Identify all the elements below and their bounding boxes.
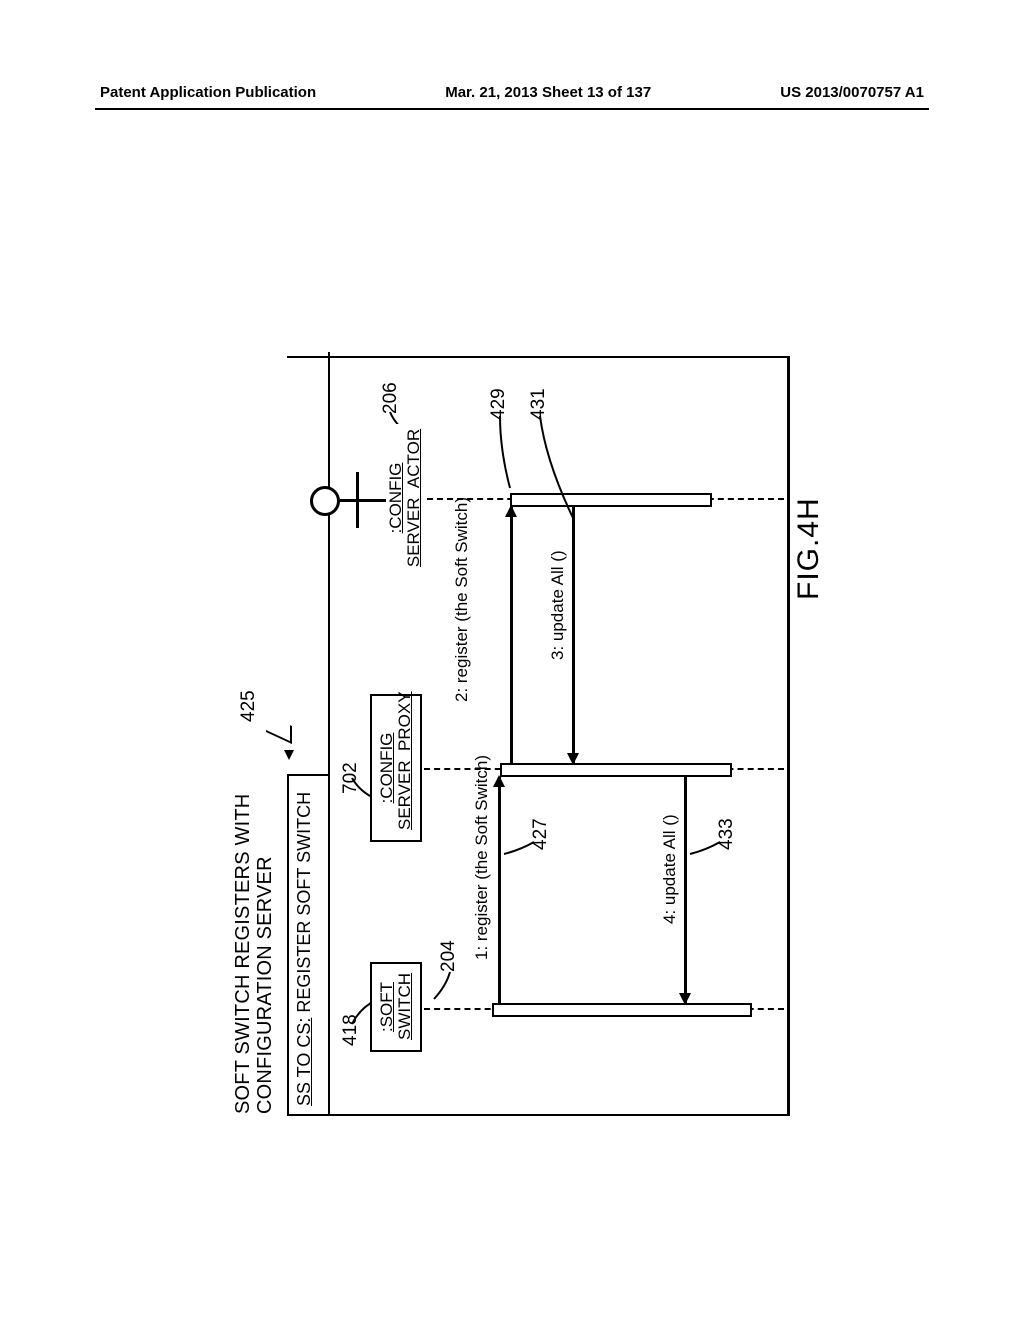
participant-config-proxy: :CONFIGSERVER PROXY [370,694,422,842]
msg2-label: 2: register (the Soft Switch) [452,497,472,702]
msg1-label: 1: register (the Soft Switch) [472,755,492,960]
subtitle-prefix: SS TO CS: [294,1018,314,1106]
sequence-figure: SOFT SWITCH REGISTERS WITH CONFIGURATION… [232,220,792,1120]
msg3-label: 3: update All () [548,550,568,660]
header-left: Patent Application Publication [100,84,316,101]
config-proxy-label: :CONFIGSERVER PROXY [377,691,414,830]
msg4-label: 4: update All () [660,814,680,924]
actor-arms-icon [356,472,359,528]
figure-container: SOFT SWITCH REGISTERS WITH CONFIGURATION… [232,220,792,1120]
actor-body-icon [340,500,386,503]
soft-switch-label: :SOFTSWITCH [377,973,414,1040]
header-center: Mar. 21, 2013 Sheet 13 of 137 [445,84,651,101]
msg4-arrowhead [679,993,691,1005]
msg4-line [684,777,687,1003]
msg1-arrowhead [493,775,505,787]
config-actor-label: :CONFIGSERVER ACTOR [386,429,423,567]
ref-433-lead [688,826,722,856]
activation-soft-switch [492,1003,752,1017]
figure-title: SOFT SWITCH REGISTERS WITH CONFIGURATION… [232,794,276,1114]
title-line2: CONFIGURATION SERVER [254,856,276,1114]
outer-frame-bottom [787,356,790,1116]
header-right: US 2013/0070757 A1 [780,84,924,101]
participant-soft-switch: :SOFTSWITCH [370,962,422,1052]
ref-429-lead [498,414,512,490]
ref-425: 425 [238,690,260,722]
msg3-line [572,507,575,763]
msg3-arrowhead [567,753,579,765]
page-header: Patent Application Publication Mar. 21, … [0,84,1024,101]
frame-subtitle: SS TO CS: REGISTER SOFT SWITCH [294,792,315,1106]
activation-proxy [500,763,732,777]
ref-427-lead [502,826,536,856]
figure-number-label: FIG.4H [792,497,826,600]
msg1-line [498,777,501,1003]
ref-431-lead [538,414,578,522]
subtitle-rest: REGISTER SOFT SWITCH [294,792,314,1013]
msg2-line [510,507,513,763]
header-rule [95,108,929,110]
title-line1: SOFT SWITCH REGISTERS WITH [232,794,254,1114]
msg2-arrowhead [505,505,517,517]
ref-204-lead [432,968,458,1002]
actor-head-icon [310,486,340,516]
participant-config-actor: :CONFIGSERVER ACTOR [387,424,423,572]
